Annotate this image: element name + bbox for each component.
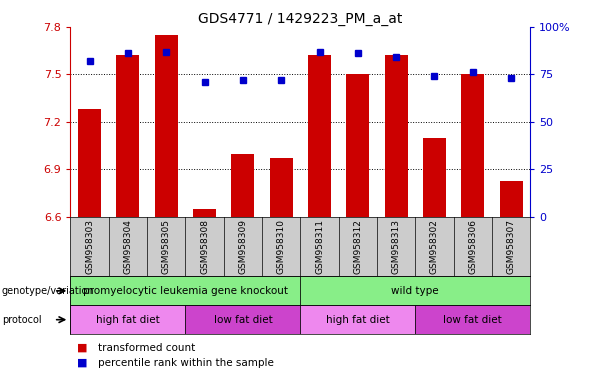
Text: GSM958313: GSM958313 [392,219,401,274]
Text: GSM958303: GSM958303 [85,219,94,274]
Text: GSM958302: GSM958302 [430,219,439,274]
Bar [78,109,101,217]
Text: GSM958305: GSM958305 [162,219,171,274]
Text: GSM958312: GSM958312 [353,219,362,274]
Text: GSM958311: GSM958311 [315,219,324,274]
Text: GSM958304: GSM958304 [123,219,132,274]
Bar [232,154,254,217]
Bar [300,305,416,334]
Bar [346,74,369,217]
Text: high fat diet: high fat diet [326,314,390,325]
Text: ■: ■ [77,343,87,353]
Text: high fat diet: high fat diet [96,314,160,325]
Text: GSM958307: GSM958307 [506,219,516,274]
Bar [423,138,446,217]
Text: GSM958309: GSM958309 [238,219,248,274]
Bar [416,305,530,334]
Bar [70,276,300,305]
Text: GSM958308: GSM958308 [200,219,209,274]
Bar [461,74,484,217]
Text: wild type: wild type [392,286,439,296]
Bar [116,55,140,217]
Text: low fat diet: low fat diet [443,314,502,325]
Text: genotype/variation: genotype/variation [2,286,94,296]
Text: ■: ■ [77,358,87,368]
Title: GDS4771 / 1429223_PM_a_at: GDS4771 / 1429223_PM_a_at [198,12,403,26]
Bar [70,305,186,334]
Bar [193,209,216,217]
Bar [186,305,300,334]
Text: GSM958306: GSM958306 [468,219,478,274]
Text: percentile rank within the sample: percentile rank within the sample [98,358,274,368]
Text: low fat diet: low fat diet [213,314,272,325]
Bar [154,35,178,217]
Bar [385,55,408,217]
Bar [308,55,331,217]
Bar [270,158,293,217]
Text: protocol: protocol [2,314,42,325]
Bar [300,276,530,305]
Bar [500,180,522,217]
Text: GSM958310: GSM958310 [276,219,286,274]
Text: promyelocytic leukemia gene knockout: promyelocytic leukemia gene knockout [83,286,288,296]
Text: transformed count: transformed count [98,343,196,353]
